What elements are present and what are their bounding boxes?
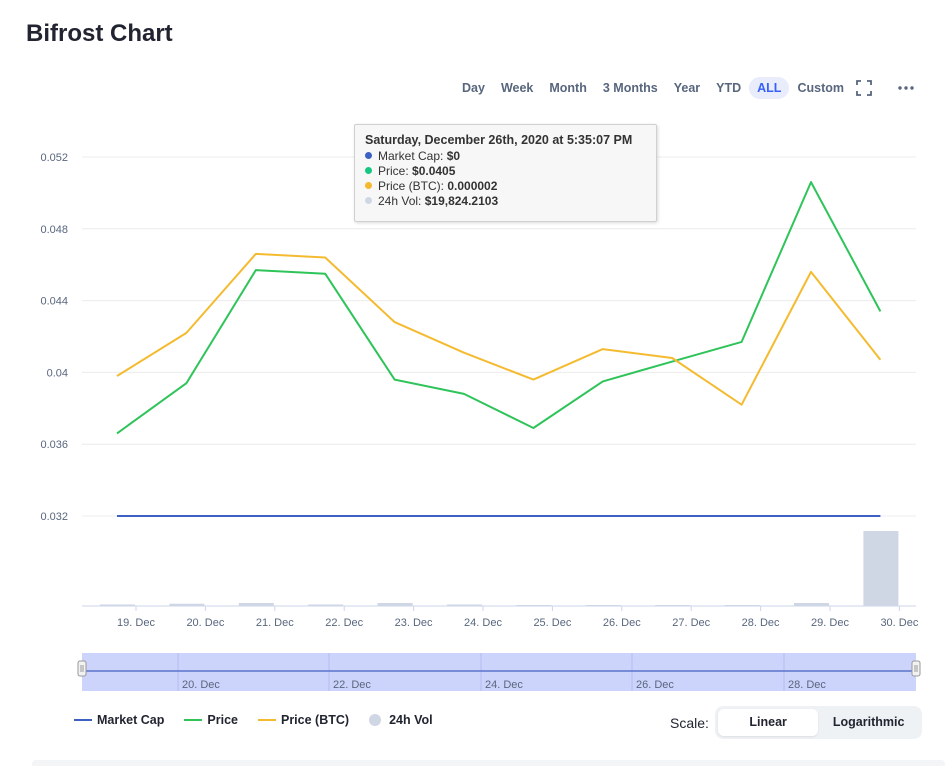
tooltip-row-price-btc: Price (BTC): 0.000002 bbox=[365, 179, 646, 194]
navigator-tick-label: 24. Dec bbox=[485, 679, 523, 691]
tooltip-value: $0.0405 bbox=[412, 164, 456, 178]
volume-circle-icon bbox=[369, 714, 382, 726]
legend-label: Price (BTC) bbox=[280, 713, 350, 727]
page-title: Bifrost Chart bbox=[26, 20, 173, 47]
range-week-button[interactable]: Week bbox=[500, 81, 534, 95]
legend-item-volume[interactable]: 24h Vol bbox=[369, 713, 433, 727]
scale-label: Scale: bbox=[670, 714, 709, 731]
tooltip-label: 24h Vol: bbox=[378, 194, 422, 208]
volume-bar bbox=[863, 531, 899, 606]
scale-selector: Scale: Linear Logarithmic bbox=[670, 706, 922, 739]
x-tick-label: 21. Dec bbox=[256, 617, 294, 629]
volume-bar bbox=[447, 604, 482, 606]
price-chart: 0.052 0.048 0.044 0.04 0.036 0.032 19. Dec 20.… bbox=[40, 152, 921, 691]
legend-label: 24h Vol bbox=[389, 713, 433, 727]
navigator-tick-label: 28. Dec bbox=[788, 679, 826, 691]
x-tick-label: 20. Dec bbox=[186, 617, 224, 629]
navigator-tick-label: 22. Dec bbox=[333, 679, 371, 691]
volume-bars bbox=[100, 531, 899, 606]
volume-bar bbox=[169, 603, 205, 606]
legend-label: Price bbox=[207, 713, 238, 727]
chart-tooltip: Saturday, December 26th, 2020 at 5:35:07… bbox=[354, 124, 657, 222]
volume-bar bbox=[308, 604, 344, 606]
y-tick-label: 0.052 bbox=[40, 152, 68, 164]
range-year-button[interactable]: Year bbox=[673, 81, 701, 95]
scale-linear-button[interactable]: Linear bbox=[717, 709, 819, 736]
range-ytd-button[interactable]: YTD bbox=[716, 81, 742, 95]
tooltip-value: $0 bbox=[446, 149, 461, 163]
navigator-tick-label: 20. Dec bbox=[182, 679, 220, 691]
legend-item-price-btc[interactable]: Price (BTC) bbox=[257, 713, 350, 727]
range-3months-button[interactable]: 3 Months bbox=[602, 81, 658, 95]
chart-legend: Market Cap Price Price (BTC) 24h Vol bbox=[74, 713, 453, 727]
tooltip-value: 0.000002 bbox=[447, 179, 498, 193]
market-cap-line-icon bbox=[74, 719, 92, 721]
fullscreen-icon[interactable] bbox=[854, 78, 874, 98]
price-dot-icon bbox=[365, 167, 372, 175]
x-tick-label: 28. Dec bbox=[742, 617, 780, 629]
tooltip-row-market-cap: Market Cap: $0 bbox=[365, 149, 646, 164]
price-btc-line bbox=[116, 252, 882, 406]
range-day-button[interactable]: Day bbox=[462, 81, 485, 95]
y-tick-label: 0.04 bbox=[47, 367, 68, 379]
x-tick-label: 30. Dec bbox=[880, 617, 918, 629]
y-tick-label: 0.048 bbox=[40, 224, 68, 236]
x-tick-label: 29. Dec bbox=[811, 617, 849, 629]
navigator-left-handle[interactable] bbox=[77, 660, 87, 677]
range-custom-button[interactable]: Custom bbox=[797, 81, 844, 95]
volume-bar bbox=[377, 603, 413, 606]
y-axis-ticks: 0.052 0.048 0.044 0.04 0.036 0.032 bbox=[40, 152, 68, 523]
navigator-tick-label: 26. Dec bbox=[636, 679, 674, 691]
x-tick-label: 25. Dec bbox=[533, 617, 571, 629]
x-axis-ticks: 19. Dec 20. Dec 21. Dec 22. Dec 23. Dec 24. D… bbox=[117, 606, 919, 629]
volume-bar bbox=[794, 603, 829, 606]
more-options-icon[interactable] bbox=[896, 78, 916, 98]
x-tick-label: 19. Dec bbox=[117, 617, 155, 629]
price-line-icon bbox=[184, 719, 203, 721]
scale-toggle: Linear Logarithmic bbox=[714, 706, 922, 739]
x-tick-label: 26. Dec bbox=[603, 617, 641, 629]
tooltip-row-price: Price: $0.0405 bbox=[365, 164, 646, 179]
series-lines bbox=[116, 181, 882, 517]
content-divider bbox=[32, 760, 945, 766]
range-month-button[interactable]: Month bbox=[549, 81, 587, 95]
market-cap-dot-icon bbox=[365, 152, 372, 160]
x-tick-label: 27. Dec bbox=[672, 617, 710, 629]
volume-bar bbox=[100, 604, 135, 606]
navigator-selection bbox=[82, 653, 916, 691]
scale-logarithmic-button[interactable]: Logarithmic bbox=[832, 715, 905, 729]
tooltip-label: Market Cap: bbox=[378, 149, 444, 163]
y-tick-label: 0.044 bbox=[40, 296, 68, 308]
tooltip-title: Saturday, December 26th, 2020 at 5:35:07… bbox=[365, 133, 633, 147]
price-btc-dot-icon bbox=[365, 182, 372, 190]
x-tick-label: 23. Dec bbox=[395, 617, 433, 629]
x-tick-label: 22. Dec bbox=[325, 617, 363, 629]
navigator: 20. Dec 22. Dec 24. Dec 26. Dec 28. Dec bbox=[77, 653, 921, 691]
x-tick-label: 24. Dec bbox=[464, 617, 502, 629]
legend-item-market-cap[interactable]: Market Cap bbox=[74, 713, 164, 727]
legend-label: Market Cap bbox=[97, 713, 165, 727]
tooltip-label: Price (BTC): bbox=[378, 179, 444, 193]
tooltip-value: $19,824.2103 bbox=[424, 194, 499, 208]
volume-dot-icon bbox=[365, 197, 372, 205]
time-range-selector: Day Week Month 3 Months Year YTD ALL Cus… bbox=[454, 77, 852, 99]
y-tick-label: 0.032 bbox=[40, 511, 68, 523]
tooltip-row-volume: 24h Vol: $19,824.2103 bbox=[365, 194, 646, 209]
legend-item-price[interactable]: Price bbox=[184, 713, 238, 727]
volume-bar bbox=[238, 603, 274, 606]
price-btc-line-icon bbox=[257, 719, 276, 721]
price-line bbox=[116, 181, 882, 435]
range-all-button[interactable]: ALL bbox=[749, 77, 790, 99]
navigator-right-handle[interactable] bbox=[911, 660, 921, 677]
tooltip-label: Price: bbox=[378, 164, 409, 178]
y-tick-label: 0.036 bbox=[40, 439, 68, 451]
